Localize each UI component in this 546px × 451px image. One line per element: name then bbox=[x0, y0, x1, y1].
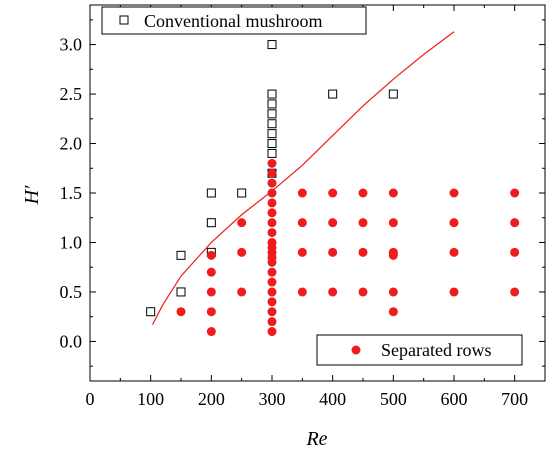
separated-rows-point bbox=[206, 307, 216, 317]
separated-rows-point bbox=[449, 247, 459, 257]
x-tick-label: 500 bbox=[380, 389, 407, 409]
separated-rows-point bbox=[358, 218, 368, 228]
separated-rows-point bbox=[510, 247, 520, 257]
legend-open-square-icon bbox=[119, 15, 129, 25]
conventional-mushroom-point bbox=[176, 287, 186, 297]
conventional-mushroom-point bbox=[267, 40, 277, 50]
separated-rows-point bbox=[388, 287, 398, 297]
fit-curve bbox=[151, 31, 455, 325]
conventional-mushroom-point bbox=[267, 119, 277, 129]
y-tick-label: 3.0 bbox=[60, 35, 83, 55]
separated-rows-point bbox=[237, 287, 247, 297]
separated-rows-point bbox=[267, 198, 277, 208]
x-tick-label: 0 bbox=[86, 389, 95, 409]
conventional-mushroom-point bbox=[267, 109, 277, 119]
separated-rows-point bbox=[328, 218, 338, 228]
y-tick-label: 2.0 bbox=[60, 134, 83, 154]
conventional-mushroom-point bbox=[267, 148, 277, 158]
y-axis-label: H′ bbox=[21, 185, 43, 205]
separated-rows-point bbox=[510, 218, 520, 228]
separated-rows-point bbox=[510, 287, 520, 297]
separated-rows-point bbox=[206, 250, 216, 260]
separated-rows-point bbox=[449, 287, 459, 297]
conventional-mushroom-point bbox=[206, 218, 216, 228]
axis-ticks bbox=[89, 5, 545, 381]
y-tick-label: 2.5 bbox=[60, 84, 83, 104]
separated-rows-point bbox=[388, 188, 398, 198]
x-tick-label: 200 bbox=[198, 389, 225, 409]
y-tick-label: 0.5 bbox=[60, 282, 83, 302]
separated-rows-point bbox=[510, 188, 520, 198]
data-marks bbox=[146, 40, 520, 337]
x-tick-label: 300 bbox=[259, 389, 286, 409]
conventional-mushroom-point bbox=[146, 307, 156, 317]
legend-label-conventional: Conventional mushroom bbox=[144, 11, 323, 31]
separated-rows-point bbox=[297, 247, 307, 257]
separated-rows-point bbox=[358, 188, 368, 198]
separated-rows-point bbox=[206, 267, 216, 277]
conventional-mushroom-point bbox=[206, 188, 216, 198]
x-tick-label: 700 bbox=[501, 389, 528, 409]
separated-rows-point bbox=[267, 158, 277, 168]
y-tick-label: 1.5 bbox=[60, 183, 83, 203]
separated-rows-point bbox=[267, 327, 277, 337]
separated-rows-point bbox=[267, 188, 277, 198]
conventional-mushroom-point bbox=[267, 139, 277, 149]
separated-rows-point bbox=[267, 277, 277, 287]
separated-rows-point bbox=[267, 297, 277, 307]
separated-rows-point bbox=[206, 327, 216, 337]
x-tick-label: 600 bbox=[441, 389, 468, 409]
separated-rows-point bbox=[328, 188, 338, 198]
legend-filled-circle-icon bbox=[351, 345, 361, 355]
legend-box bbox=[101, 6, 367, 35]
separated-rows-point bbox=[297, 218, 307, 228]
separated-rows-point bbox=[388, 247, 398, 257]
separated-rows-point bbox=[267, 267, 277, 277]
separated-rows-point bbox=[267, 237, 277, 247]
legend-label-separated: Separated rows bbox=[381, 340, 491, 360]
x-tick-label: 100 bbox=[137, 389, 164, 409]
separated-rows-point bbox=[297, 188, 307, 198]
conventional-mushroom-point bbox=[328, 89, 338, 99]
conventional-mushroom-point bbox=[237, 188, 247, 198]
plot-frame bbox=[89, 4, 546, 382]
separated-rows-point bbox=[267, 178, 277, 188]
separated-rows-point bbox=[237, 218, 247, 228]
legend-conventional: Conventional mushroom bbox=[101, 6, 367, 35]
legend-separated: Separated rows bbox=[316, 334, 523, 366]
separated-rows-point bbox=[176, 307, 186, 317]
separated-rows-point bbox=[328, 287, 338, 297]
separated-rows-point bbox=[358, 287, 368, 297]
conventional-mushroom-point bbox=[388, 89, 398, 99]
separated-rows-point bbox=[267, 287, 277, 297]
separated-rows-point bbox=[267, 228, 277, 238]
tick-labels: 0 100 200 300 400 500 600 700 0.0 0.5 1.0 1.5 2.0 2.5… bbox=[60, 35, 529, 409]
conventional-mushroom-point bbox=[267, 89, 277, 99]
separated-rows-point bbox=[267, 218, 277, 228]
legend-box bbox=[316, 334, 523, 366]
separated-rows-point bbox=[328, 247, 338, 257]
separated-rows-point bbox=[449, 218, 459, 228]
separated-rows-point bbox=[267, 307, 277, 317]
conventional-mushroom-point bbox=[267, 129, 277, 139]
separated-rows-point bbox=[358, 247, 368, 257]
y-tick-label: 0.0 bbox=[60, 331, 83, 351]
separated-rows-point bbox=[267, 168, 277, 178]
separated-rows-point bbox=[449, 188, 459, 198]
conventional-mushroom-point bbox=[267, 99, 277, 109]
separated-rows-point bbox=[206, 287, 216, 297]
conventional-mushroom-point bbox=[176, 250, 186, 260]
x-tick-label: 400 bbox=[319, 389, 346, 409]
separated-rows-point bbox=[267, 208, 277, 218]
separated-rows-point bbox=[388, 218, 398, 228]
separated-rows-point bbox=[237, 247, 247, 257]
separated-rows-point bbox=[267, 317, 277, 327]
separated-rows-point bbox=[388, 307, 398, 317]
separated-rows-point bbox=[297, 287, 307, 297]
y-tick-label: 1.0 bbox=[60, 232, 83, 252]
x-axis-label: Re bbox=[305, 428, 327, 450]
